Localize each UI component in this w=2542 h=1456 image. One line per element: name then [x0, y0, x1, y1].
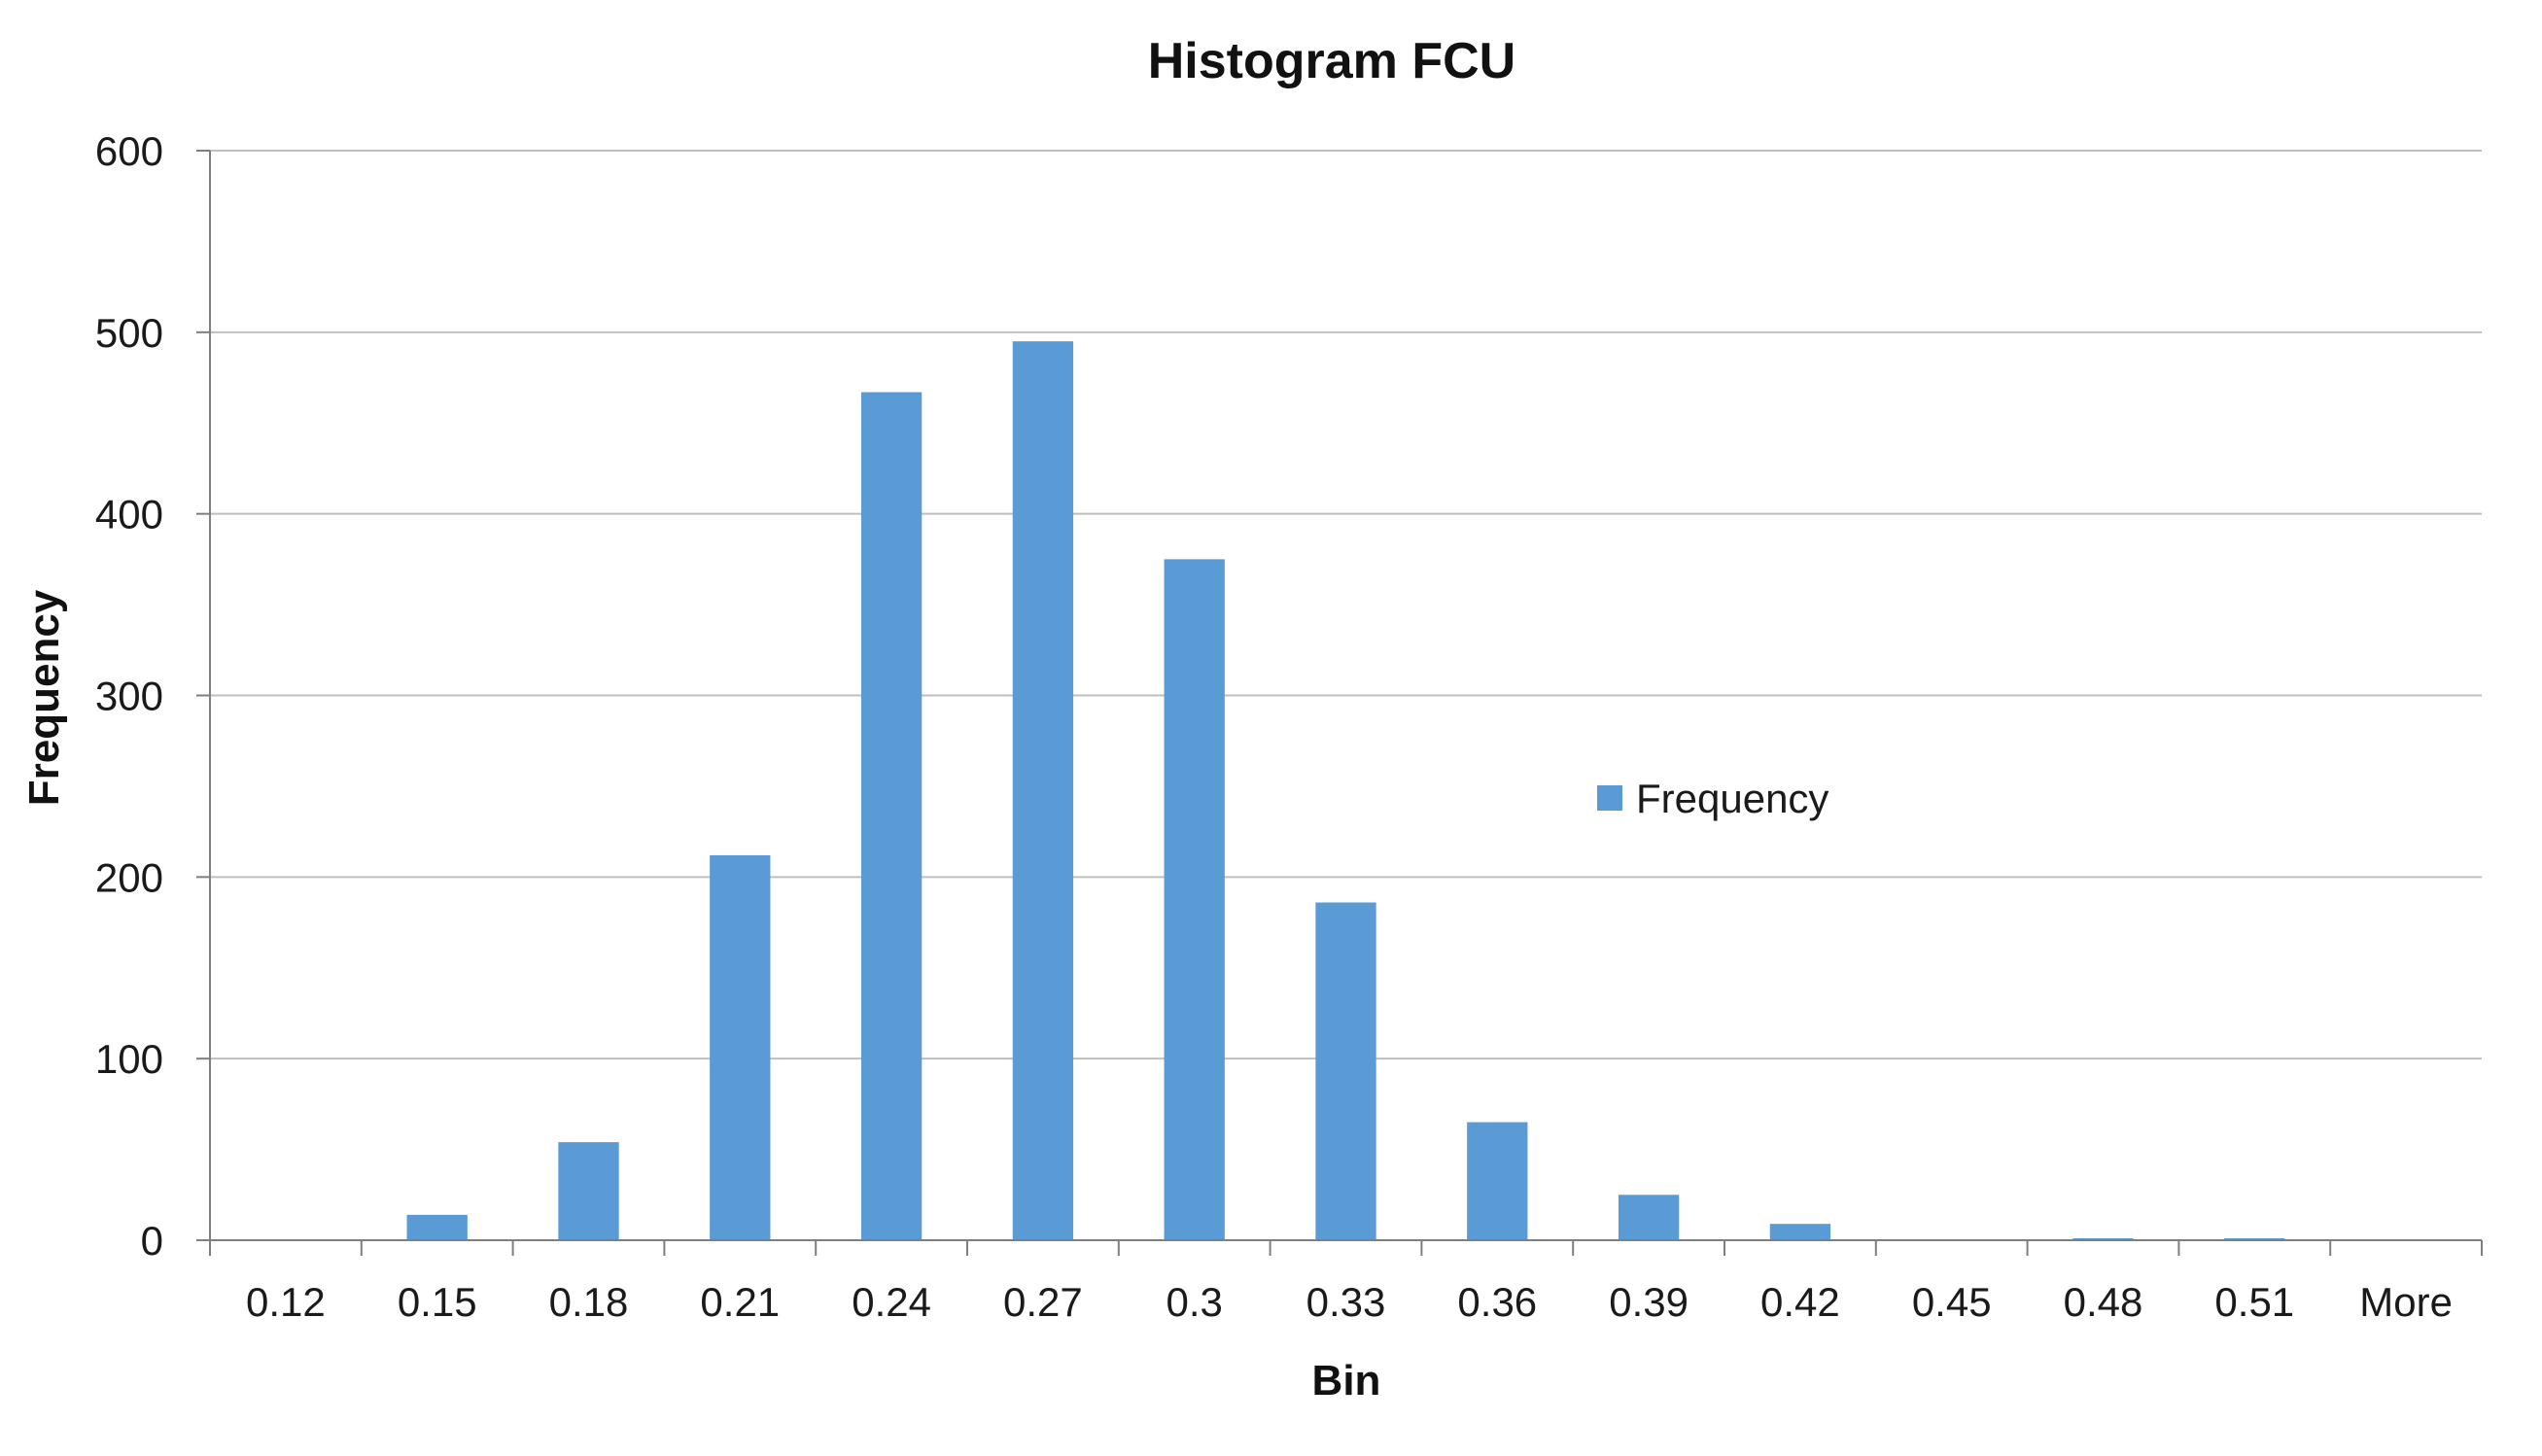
bar-0.24	[860, 392, 923, 1240]
gridlines	[210, 150, 2482, 1060]
legend-swatch-frequency	[1597, 785, 1622, 811]
y-tick-label-100: 100	[95, 1036, 163, 1082]
bar-0.36	[1467, 1122, 1528, 1240]
bar-0.3	[1164, 559, 1225, 1240]
bars	[406, 341, 2285, 1240]
legend-label-frequency: Frequency	[1636, 776, 1828, 821]
y-tick-label-200: 200	[95, 854, 163, 900]
x-tick-label-0.36: 0.36	[1457, 1279, 1537, 1325]
legend: Frequency	[1597, 776, 1828, 821]
x-tick-label-0.18: 0.18	[549, 1279, 629, 1325]
x-tick-label-0.39: 0.39	[1609, 1279, 1689, 1325]
bar-0.42	[1769, 1224, 1831, 1240]
x-tick-label-0.21: 0.21	[700, 1279, 780, 1325]
y-tick-label-500: 500	[95, 310, 163, 356]
bar-0.39	[1618, 1195, 1680, 1240]
y-tick-label-600: 600	[95, 128, 163, 174]
bar-0.33	[1315, 902, 1376, 1240]
x-tick-label-0.3: 0.3	[1167, 1279, 1223, 1325]
x-tick-label-0.24: 0.24	[852, 1279, 931, 1325]
bar-0.18	[558, 1142, 619, 1240]
y-tick-label-0: 0	[141, 1218, 163, 1264]
y-tick-label-400: 400	[95, 492, 163, 537]
x-tick-label-0.51: 0.51	[2214, 1279, 2294, 1325]
bar-0.21	[710, 854, 771, 1240]
bar-0.15	[406, 1214, 468, 1240]
y-tick-label-300: 300	[95, 674, 163, 719]
tick-labels: 0 100 200 300 400 500 600 0.12 0.15 0.18 0.21 0.24 0…	[95, 128, 2453, 1325]
x-tick-label-More: More	[2359, 1279, 2453, 1325]
x-tick-label-0.33: 0.33	[1306, 1279, 1386, 1325]
axes	[196, 150, 2483, 1256]
x-tick-label-0.27: 0.27	[1003, 1279, 1083, 1325]
x-axis-title: Bin	[1312, 1357, 1381, 1404]
x-tick-label-0.48: 0.48	[2064, 1279, 2143, 1325]
x-tick-label-0.15: 0.15	[398, 1279, 477, 1325]
x-tick-label-0.42: 0.42	[1760, 1279, 1840, 1325]
chart-title: Histogram FCU	[1148, 33, 1515, 89]
bar-0.27	[1012, 341, 1074, 1240]
x-tick-label-0.12: 0.12	[246, 1279, 326, 1325]
y-axis-title: Frequency	[20, 589, 68, 806]
x-tick-label-0.45: 0.45	[1912, 1279, 1992, 1325]
